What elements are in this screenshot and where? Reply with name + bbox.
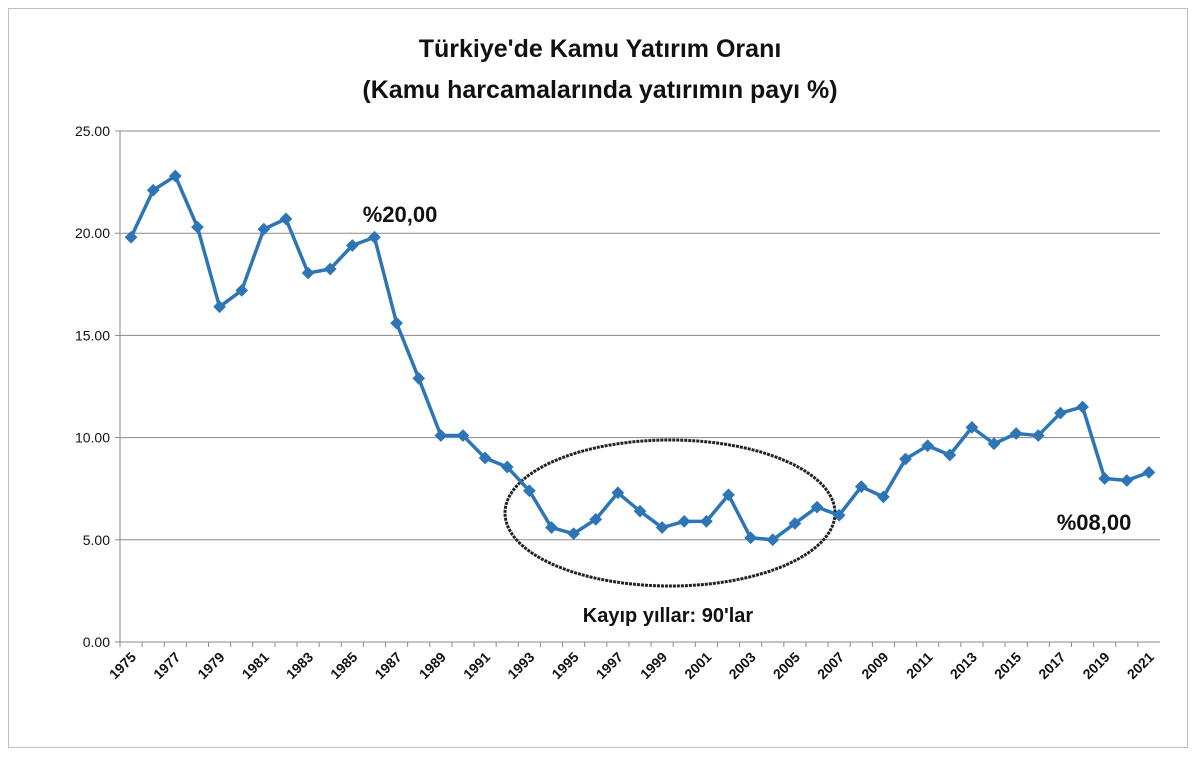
x-tick-label: 1981 [239, 649, 272, 682]
data-point-1988 [412, 371, 426, 385]
x-tick-label: 2005 [770, 649, 803, 682]
data-point-2003 [744, 531, 758, 545]
x-tick-label: 1985 [327, 649, 360, 682]
x-tick-label: 1993 [504, 649, 537, 682]
x-tick-label: 1999 [637, 649, 670, 682]
data-point-1979 [213, 300, 226, 314]
x-tick-label: 2017 [1035, 649, 1068, 682]
x-tick-label: 2011 [903, 649, 936, 682]
data-point-2000 [677, 515, 691, 528]
y-tick-label: 20.00 [75, 225, 110, 241]
x-tick-label: 1975 [106, 649, 139, 682]
data-point-1976 [146, 183, 160, 197]
data-point-1992 [500, 460, 514, 474]
data-point-1984 [323, 262, 337, 276]
x-tick-label: 1979 [194, 649, 227, 682]
data-point-1978 [191, 220, 204, 234]
data-point-2007 [832, 508, 846, 522]
y-tick-label: 15.00 [75, 327, 110, 343]
data-point-1982 [279, 212, 293, 226]
x-tick-label: 2007 [814, 649, 847, 682]
x-tick-label: 1983 [283, 649, 316, 682]
data-point-1986 [368, 230, 381, 244]
annotation-label: Kayıp yıllar: 90'lar [583, 605, 754, 627]
x-tick-label: 2021 [1124, 649, 1157, 682]
x-tick-label: 2013 [947, 649, 980, 682]
data-point-2021 [1142, 465, 1156, 479]
chart-title-line2: (Kamu harcamalarında yatırımın payı %) [362, 76, 837, 104]
y-tick-label: 5.00 [83, 532, 110, 548]
x-tick-label: 1977 [150, 649, 183, 682]
chart-title-line1: Türkiye'de Kamu Yatırım Oranı [419, 35, 782, 63]
data-point-1985 [345, 239, 359, 252]
data-point-1980 [235, 284, 249, 297]
x-tick-label: 1989 [416, 649, 449, 682]
data-point-1987 [390, 316, 403, 330]
data-point-1975 [124, 230, 138, 244]
x-tick-label: 1991 [460, 649, 493, 682]
x-tick-label: 2003 [725, 649, 758, 682]
x-tick-label: 2019 [1079, 649, 1112, 682]
y-tick-label: 0.00 [83, 634, 110, 650]
y-tick-label: 10.00 [75, 430, 110, 446]
y-tick-label: 25.00 [75, 123, 110, 139]
x-tick-label: 1987 [371, 649, 404, 682]
x-tick-label: 1997 [593, 649, 626, 682]
data-point-1983 [301, 266, 315, 280]
x-tick-label: 1995 [548, 649, 581, 682]
data-point-2020 [1120, 474, 1134, 487]
data-point-1989 [434, 429, 448, 442]
annotation-label: %08,00 [1057, 510, 1132, 535]
x-tick-label: 2015 [991, 649, 1024, 682]
chart-frame [8, 8, 1188, 748]
data-point-2018 [1076, 400, 1089, 414]
lost-years-ellipse [503, 438, 837, 588]
annotation-label: %20,00 [363, 202, 438, 227]
x-tick-label: 2009 [858, 649, 891, 682]
data-point-1991 [478, 451, 492, 465]
data-point-1977 [168, 169, 182, 183]
series-line [129, 174, 1150, 542]
x-tick-label: 2001 [681, 649, 714, 682]
data-point-2019 [1098, 472, 1112, 485]
data-point-1990 [456, 429, 470, 442]
data-point-1981 [257, 222, 271, 236]
